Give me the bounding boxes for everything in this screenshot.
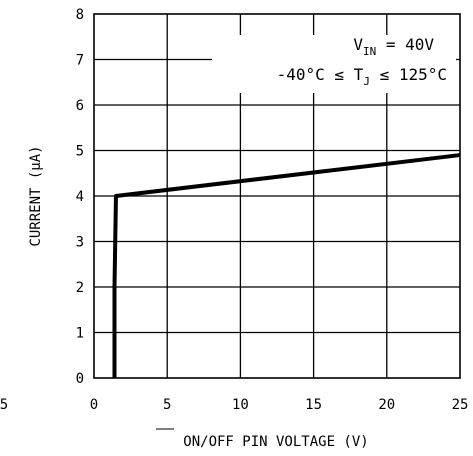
y-tick-label-1: 1 xyxy=(76,326,84,342)
y-tick-label-5: 5 xyxy=(76,144,84,160)
x-tick-label-4: 20 xyxy=(378,397,395,413)
plot-area-border xyxy=(93,13,461,379)
x-axis-label-text: ON/OFF PIN VOLTAGE (V) xyxy=(183,434,368,450)
x-tick-label-0: 0 xyxy=(90,397,98,413)
y-tick-label-7: 7 xyxy=(76,53,84,69)
series-line-0 xyxy=(112,153,461,378)
y-tick-label-0: 0 xyxy=(76,371,84,387)
x-tick-label-3: 15 xyxy=(305,397,322,413)
x-tick-label-2: 10 xyxy=(232,397,249,413)
y-tick-label-3: 3 xyxy=(76,235,84,251)
annotation-tj-range: -40°C ≤ TJ ≤ 125°C xyxy=(277,65,447,88)
plot-border xyxy=(93,13,461,379)
y-tick-label-6: 6 xyxy=(76,98,84,114)
y-tick-labels: 0 1 2 3 4 5 6 7 8 xyxy=(76,7,84,387)
x-axis-label: ON/OFF PIN VOLTAGE (V) xyxy=(156,428,369,450)
partial-tick-label: 5 xyxy=(0,397,8,413)
annotation-background xyxy=(212,35,456,93)
y-tick-label-8: 8 xyxy=(76,7,84,23)
x-tick-label-5: 25 xyxy=(452,397,469,413)
y-tick-label-4: 4 xyxy=(76,189,84,205)
y-axis-label: CURRENT (μA) xyxy=(28,145,44,246)
series-group xyxy=(112,153,461,378)
y-tick-label-2: 2 xyxy=(76,280,84,296)
x-tick-label-1: 5 xyxy=(163,397,171,413)
x-tick-labels: 0 5 10 15 20 25 xyxy=(90,397,469,413)
